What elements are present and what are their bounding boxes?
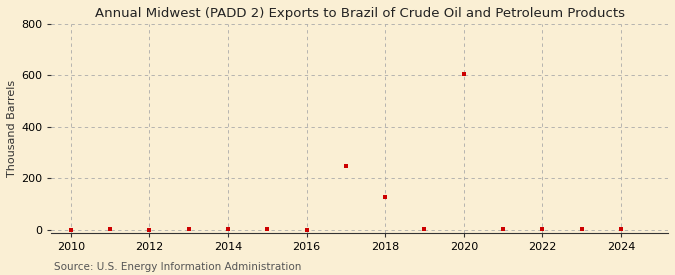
- Point: [262, 227, 273, 232]
- Title: Annual Midwest (PADD 2) Exports to Brazil of Crude Oil and Petroleum Products: Annual Midwest (PADD 2) Exports to Brazi…: [95, 7, 624, 20]
- Point: [184, 227, 194, 232]
- Point: [380, 195, 391, 199]
- Point: [576, 227, 587, 231]
- Point: [105, 227, 115, 232]
- Point: [223, 227, 234, 232]
- Point: [537, 227, 547, 232]
- Point: [340, 164, 351, 168]
- Point: [497, 227, 508, 232]
- Text: Source: U.S. Energy Information Administration: Source: U.S. Energy Information Administ…: [54, 262, 301, 272]
- Point: [65, 228, 76, 232]
- Point: [458, 72, 469, 76]
- Point: [144, 228, 155, 232]
- Y-axis label: Thousand Barrels: Thousand Barrels: [7, 80, 17, 177]
- Point: [301, 228, 312, 232]
- Point: [419, 227, 430, 232]
- Point: [616, 227, 626, 232]
